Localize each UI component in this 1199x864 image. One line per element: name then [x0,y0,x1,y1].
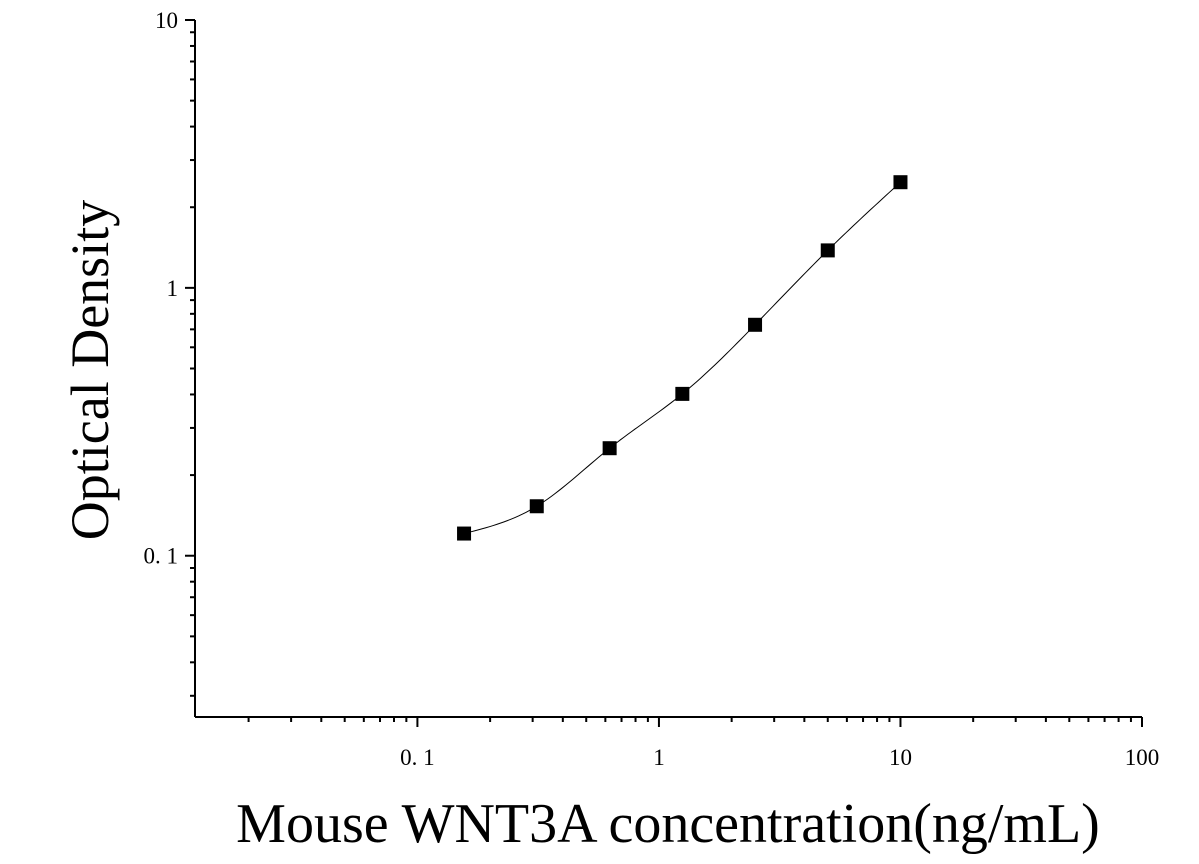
x-tick-label: 1 [653,745,665,770]
x-tick-label: 0. 1 [400,745,435,770]
data-point [748,317,763,332]
data-point [675,386,690,401]
y-tick-label: 1 [167,276,179,301]
data-points [457,175,908,541]
data-point [602,441,617,456]
x-axis-title: Mouse WNT3A concentration(ng/mL) [236,793,1100,855]
y-axis-title: Optical Density [60,200,120,540]
x-tick-label: 10 [889,745,912,770]
data-point [893,175,908,190]
axes: 0. 1 1 10 100 0. 1 1 10 [144,8,1160,770]
data-point [820,243,835,258]
data-point [529,499,544,514]
data-point [457,526,472,541]
y-tick-label: 10 [155,8,178,33]
y-tick-label: 0. 1 [144,544,179,569]
x-tick-label: 100 [1125,745,1160,770]
fit-curve [463,181,901,535]
fit-curve-group [463,181,901,535]
